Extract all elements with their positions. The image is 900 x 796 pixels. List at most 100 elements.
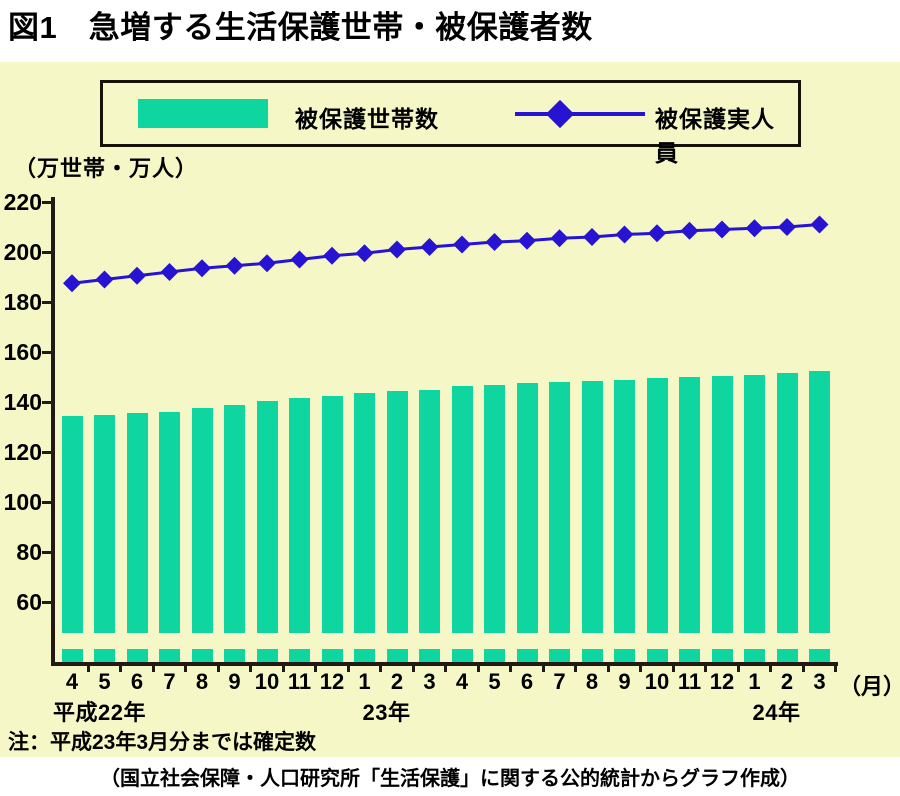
month-label: 10 [644, 669, 670, 694]
month-label: 5 [98, 669, 111, 694]
era-label: 平成22年 [53, 700, 146, 725]
x-tick [541, 662, 545, 672]
month-unit-label: （月） [839, 674, 900, 699]
month-label: 6 [520, 669, 534, 694]
month-label: 9 [228, 669, 241, 694]
line-point [323, 246, 341, 265]
bar [809, 370, 830, 633]
era-label: 24年 [752, 700, 801, 725]
bar [61, 415, 83, 633]
month-label: 12 [319, 669, 345, 694]
bar-stub [451, 649, 473, 662]
y-tick-label: 120 [3, 439, 42, 465]
legend-bar-swatch [138, 99, 268, 128]
y-tick [42, 301, 52, 304]
x-tick [476, 662, 480, 672]
x-tick [834, 662, 838, 672]
month-label: 12 [709, 669, 735, 694]
x-tick [801, 662, 805, 672]
x-tick [151, 662, 155, 672]
bar-stub [646, 649, 668, 662]
x-tick [509, 662, 513, 672]
bar [289, 398, 310, 633]
y-tick-label: 100 [3, 489, 42, 515]
x-tick [86, 662, 90, 672]
x-tick [639, 662, 643, 672]
y-tick [42, 551, 52, 554]
bar [776, 373, 798, 633]
x-tick [249, 662, 253, 672]
month-labels-row: （月） 4 5 6 7 8 9 10 11 12 1 2 3 4 5 6 7 8 9 10 11 12 1 2 3 [55, 669, 900, 699]
bar [386, 390, 408, 633]
bar [321, 395, 343, 633]
line-point [485, 233, 504, 251]
month-label: 4 [455, 669, 469, 694]
bar-stub [191, 649, 213, 662]
y-tick-label: 180 [3, 289, 42, 315]
bar [159, 412, 180, 633]
bar [256, 400, 278, 633]
x-tick [444, 662, 448, 672]
month-label: 6 [130, 669, 144, 694]
bar-stub [484, 649, 505, 662]
line-point [713, 220, 731, 239]
bar-stub [711, 649, 733, 662]
month-label: 1 [748, 669, 761, 694]
bar [191, 408, 213, 633]
y-tick [42, 401, 52, 404]
bar-stub [94, 649, 115, 662]
bar-stub [614, 649, 635, 662]
x-tick [574, 662, 578, 672]
bar-stub [354, 649, 375, 662]
bar [224, 404, 245, 633]
y-tick [42, 601, 52, 604]
bar-stub [289, 649, 310, 662]
month-label: 7 [553, 669, 566, 694]
bar-stub [679, 649, 700, 662]
bar [744, 374, 765, 633]
y-tick [42, 351, 52, 354]
line-point [355, 244, 374, 263]
y-tick-label: 160 [3, 339, 42, 365]
line-point [63, 274, 81, 293]
bar [711, 375, 733, 633]
line-point [290, 250, 309, 269]
month-label: 8 [195, 669, 209, 694]
y-tick [42, 451, 52, 454]
footnote: 注：平成23年3月分までは確定数 [8, 731, 317, 754]
bar [94, 414, 115, 633]
plot-area: 220 200 180 160 140 120 100 80 60 [4, 189, 838, 672]
line-point [648, 224, 666, 243]
line-point [258, 254, 276, 273]
line-point [680, 221, 699, 240]
y-axis-line [51, 197, 55, 666]
line-point [160, 263, 179, 281]
y-tick-label: 220 [3, 189, 42, 215]
bar [646, 378, 668, 633]
legend-bar-label: 被保護世帯数 [295, 106, 439, 132]
bar-stub [61, 649, 83, 662]
month-label: 1 [358, 669, 371, 694]
month-label: 8 [585, 669, 599, 694]
month-label: 7 [163, 669, 176, 694]
trend-line-svg [63, 215, 829, 293]
bar [419, 389, 440, 633]
y-tick [42, 501, 52, 504]
bar [581, 380, 603, 633]
y-tick [42, 251, 52, 254]
y-tick-label: 140 [3, 389, 42, 415]
month-label: 5 [488, 669, 501, 694]
y-tick-label: 80 [16, 539, 42, 565]
bar-stub [386, 649, 408, 662]
line-point [453, 235, 471, 254]
month-label: 11 [287, 669, 312, 694]
bar [679, 377, 700, 633]
line-point [615, 225, 634, 244]
line-point [778, 218, 796, 236]
line-point [193, 259, 211, 278]
x-tick [736, 662, 740, 672]
line-point [550, 229, 569, 248]
x-tick [216, 662, 220, 672]
x-tick [119, 662, 123, 672]
line-point [95, 270, 114, 289]
